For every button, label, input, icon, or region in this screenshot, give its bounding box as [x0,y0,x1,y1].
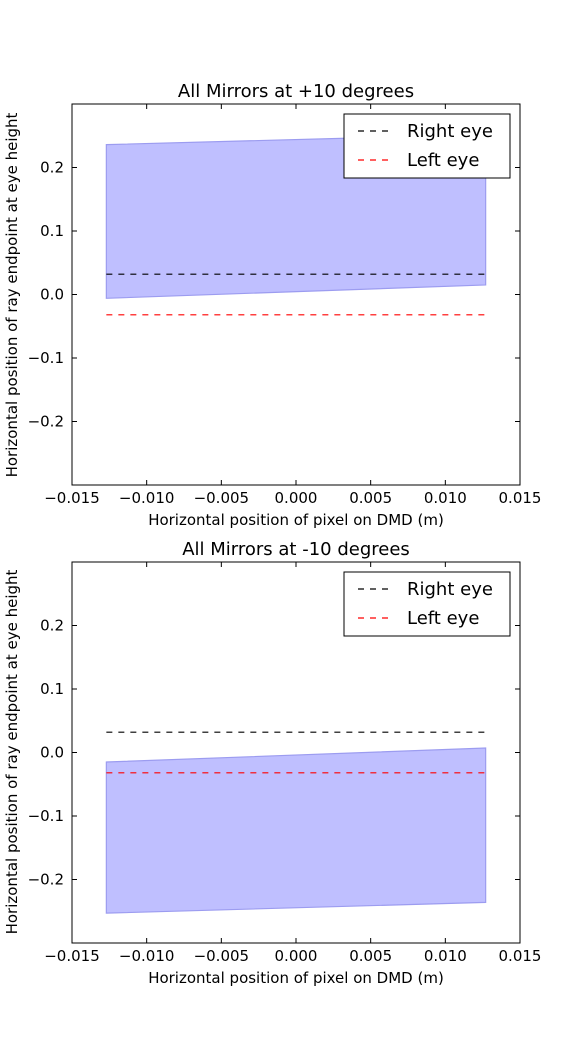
plot-area [105,731,487,914]
y-tick-label: −0.2 [28,413,64,431]
x-tick-label: −0.005 [194,947,250,965]
legend: Right eye Left eye [343,113,511,179]
x-tick-label: 0.010 [424,947,467,965]
y-tick-label: −0.2 [28,871,64,889]
x-axis-label: Horizontal position of pixel on DMD (m) [148,511,444,529]
axes-frame [71,561,521,944]
y-tick-label: −0.1 [28,349,64,367]
legend: Right eye Left eye [343,571,511,637]
x-tick-label: 0.010 [424,489,467,507]
chart-bottom: All Mirrors at -10 degrees Horizontal po… [3,539,541,987]
x-tick-label: −0.010 [119,947,175,965]
y-tick-label: −0.1 [28,807,64,825]
y-tick-label: 0.2 [40,159,64,177]
axis-ticks: −0.015 −0.010 −0.005 0.000 0.005 0.010 0.015 0.… [28,562,542,965]
x-axis-label: Horizontal position of pixel on DMD (m) [148,969,444,987]
y-axis-label: Horizontal position of ray endpoint at e… [3,112,21,477]
x-tick-label: 0.015 [499,947,542,965]
y-tick-label: 0.2 [40,617,64,635]
x-tick-label: −0.010 [119,489,175,507]
legend-box [343,113,511,179]
axes-frame [71,103,521,486]
legend-label: Right eye [407,121,493,142]
x-tick-label: 0.000 [275,947,318,965]
x-tick-label: −0.015 [44,489,100,507]
y-tick-label: 0.0 [40,744,64,762]
legend-label: Left eye [407,608,479,629]
chart-title: All Mirrors at +10 degrees [178,81,414,102]
shaded-band [105,747,487,914]
y-tick-label: 0.1 [40,222,64,240]
chart-top: All Mirrors at +10 degrees Horizontal po… [3,81,541,529]
axis-ticks: −0.015 −0.010 −0.005 0.000 0.005 0.010 0.015 0.… [28,104,542,507]
y-tick-label: 0.1 [40,680,64,698]
x-tick-label: 0.015 [499,489,542,507]
legend-label: Left eye [407,150,479,171]
legend-box [343,571,511,637]
x-tick-label: −0.005 [194,489,250,507]
x-tick-label: 0.005 [349,947,392,965]
legend-label: Right eye [407,579,493,600]
x-tick-label: 0.005 [349,489,392,507]
y-axis-label: Horizontal position of ray endpoint at e… [3,569,21,934]
y-tick-label: 0.0 [40,286,64,304]
x-tick-label: −0.015 [44,947,100,965]
chart-title: All Mirrors at -10 degrees [182,539,410,560]
x-tick-label: 0.000 [275,489,318,507]
